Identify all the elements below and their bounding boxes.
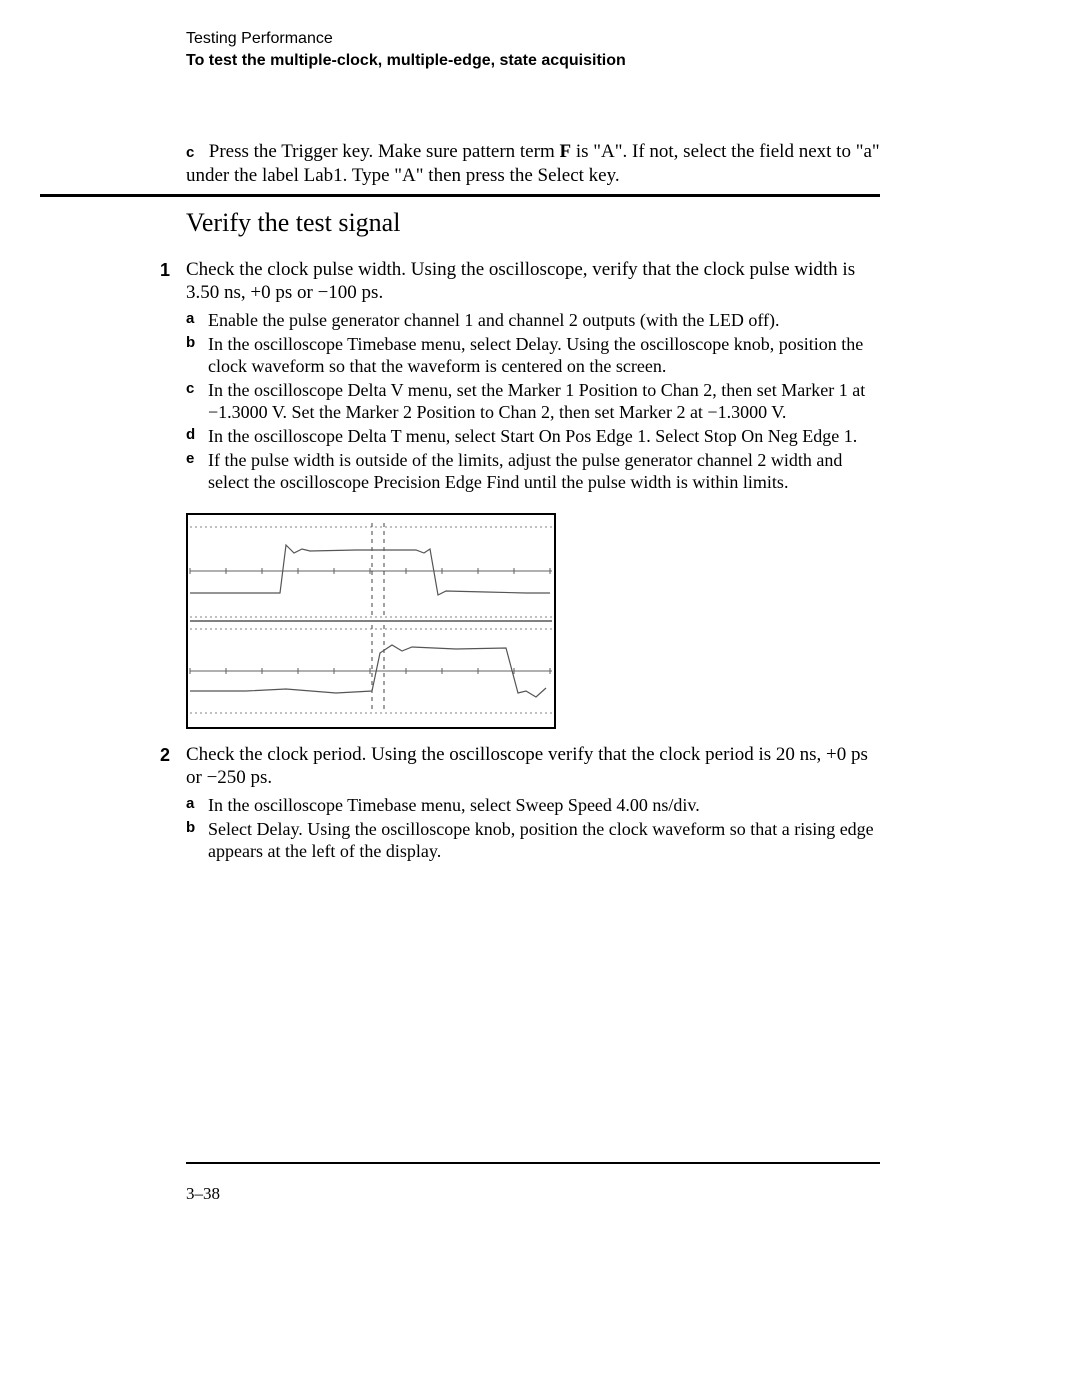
step-1d: dIn the oscilloscope Delta T menu, selec… <box>186 426 880 448</box>
divider-top <box>40 194 880 197</box>
step-1b: bIn the oscilloscope Timebase menu, sele… <box>186 334 880 378</box>
page-number: 3–38 <box>186 1184 220 1204</box>
page: Testing Performance To test the multiple… <box>0 0 1080 1397</box>
step-2b: bSelect Delay. Using the oscilloscope kn… <box>186 819 880 863</box>
step-1e: eIf the pulse width is outside of the li… <box>186 450 880 494</box>
step-2-sublist: aIn the oscilloscope Timebase menu, sele… <box>186 795 880 863</box>
step-1-sublist: aEnable the pulse generator channel 1 an… <box>186 310 880 494</box>
oscilloscope-diagram <box>186 513 556 729</box>
intro-step-marker: c <box>186 144 204 163</box>
page-header: Testing Performance To test the multiple… <box>186 28 626 71</box>
step-2: 2 Check the clock period. Using the osci… <box>160 743 880 865</box>
section-title: Verify the test signal <box>186 208 400 238</box>
intro-text-b: F <box>559 141 571 162</box>
step-2a: aIn the oscilloscope Timebase menu, sele… <box>186 795 880 817</box>
step-1: 1 Check the clock pulse width. Using the… <box>160 258 880 496</box>
divider-bottom <box>186 1162 880 1164</box>
step-1-number: 1 <box>160 260 170 282</box>
step-1a: aEnable the pulse generator channel 1 an… <box>186 310 880 332</box>
step-2-text: Check the clock period. Using the oscill… <box>186 744 868 788</box>
intro-step-c: c Press the Trigger key. Make sure patte… <box>186 140 881 188</box>
step-1c: cIn the oscilloscope Delta V menu, set t… <box>186 380 880 424</box>
oscilloscope-svg <box>186 513 556 729</box>
intro-text-a: Press the Trigger key. Make sure pattern… <box>209 141 560 162</box>
step-1-text: Check the clock pulse width. Using the o… <box>186 259 855 303</box>
header-topic: Testing Performance <box>186 28 626 50</box>
header-subtitle: To test the multiple-clock, multiple-edg… <box>186 50 626 72</box>
step-2-number: 2 <box>160 745 170 767</box>
